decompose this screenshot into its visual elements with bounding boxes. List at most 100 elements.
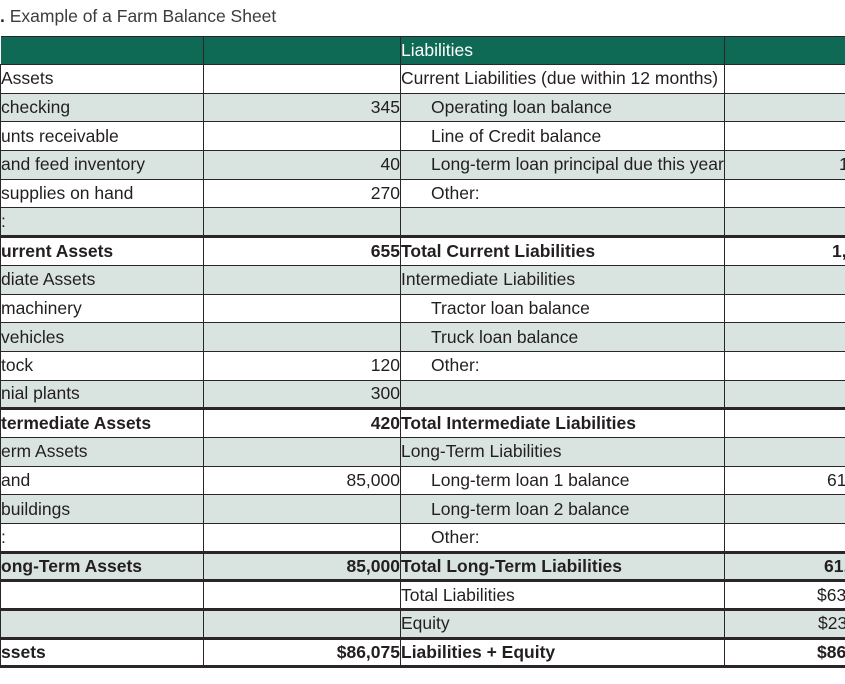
- asset-label-cell: diate Assets: [0, 264, 204, 295]
- liability-value-cell: [724, 121, 845, 152]
- asset-value-cell: 270: [203, 178, 401, 209]
- table-row: Assets Current Liabilities (due within 12…: [0, 64, 845, 94]
- asset-value-cell: 655: [203, 235, 401, 266]
- liability-label-cell: Truck loan balance: [400, 322, 725, 352]
- table-row: checking 345 Operating loan balance: [0, 92, 845, 123]
- liability-value-cell: 61,: [724, 550, 845, 582]
- liability-value-cell: [724, 379, 845, 410]
- liability-label-cell: Tractor loan balance: [400, 293, 725, 324]
- table-row: Total Liabilities $63: [0, 579, 845, 611]
- table-title-prefix: .: [0, 6, 5, 26]
- liability-label-cell: Other:: [400, 178, 725, 209]
- liability-value-cell: [724, 523, 845, 553]
- table-row: Equity $23: [0, 608, 845, 639]
- asset-label-cell: Assets: [0, 64, 204, 94]
- asset-label-cell: tock: [0, 350, 204, 381]
- liability-label-cell: Other:: [400, 350, 725, 381]
- liability-value-cell: [724, 436, 845, 467]
- liability-label-cell: Long-term loan principal due this year: [400, 150, 725, 180]
- asset-label-cell: buildings: [0, 494, 204, 524]
- table-row: and feed inventory 40 Long-term loan princ…: [0, 150, 845, 180]
- liability-label-cell: Current Liabilities (due within 12 month…: [400, 64, 725, 94]
- asset-value-cell: [203, 608, 401, 639]
- asset-value-cell: [203, 207, 401, 238]
- liability-label-cell: Equity: [400, 608, 725, 639]
- asset-value-cell: [203, 436, 401, 467]
- asset-value-cell: 420: [203, 407, 401, 438]
- asset-label-cell: nial plants: [0, 379, 204, 410]
- table-title: . Example of a Farm Balance Sheet: [0, 5, 276, 27]
- liabilities-value-header-cell: [724, 36, 845, 65]
- asset-value-cell: 40: [203, 150, 401, 180]
- liability-label-cell: Other:: [400, 523, 725, 553]
- liability-label-cell: Long-Term Liabilities: [400, 436, 725, 467]
- asset-label-cell: supplies on hand: [0, 178, 204, 209]
- asset-value-cell: [203, 523, 401, 553]
- asset-label-cell: checking: [0, 92, 204, 123]
- table-row: unts receivable Line of Credit balance: [0, 121, 845, 152]
- table-row: and 85,000 Long-term loan 1 balance 61: [0, 465, 845, 496]
- asset-label-cell: ssets: [0, 636, 204, 669]
- asset-value-cell: 85,000: [203, 465, 401, 496]
- liabilities-header-cell: Liabilities: [400, 36, 725, 65]
- asset-value-cell: [203, 121, 401, 152]
- liability-value-cell: [724, 264, 845, 295]
- liability-label-cell: [400, 207, 725, 238]
- table-row: buildings Long-term loan 2 balance: [0, 494, 845, 524]
- table-row: erm Assets Long-Term Liabilities: [0, 436, 845, 467]
- liability-label-cell: Total Long-Term Liabilities: [400, 550, 725, 582]
- liability-value-cell: [724, 64, 845, 94]
- asset-label-cell: machinery: [0, 293, 204, 324]
- liability-value-cell: [724, 207, 845, 238]
- liability-value-cell: [724, 178, 845, 209]
- liability-value-cell: [724, 92, 845, 123]
- asset-label-cell: termediate Assets: [0, 407, 204, 438]
- liability-value-cell: [724, 322, 845, 352]
- table-row: machinery Tractor loan balance: [0, 293, 845, 324]
- table-row: ong-Term Assets 85,000 Total Long-Term Lia…: [0, 550, 845, 582]
- balance-sheet-table: Liabilities Assets Current Liabilities (d…: [0, 36, 845, 669]
- liability-label-cell: Total Intermediate Liabilities: [400, 407, 725, 438]
- asset-value-cell: 300: [203, 379, 401, 410]
- table-row: supplies on hand 270 Other:: [0, 178, 845, 209]
- asset-value-cell: 120: [203, 350, 401, 381]
- liability-label-cell: Total Current Liabilities: [400, 235, 725, 266]
- assets-value-header-cell: [203, 36, 401, 65]
- asset-value-cell: [203, 293, 401, 324]
- header-row: Liabilities: [0, 36, 845, 65]
- asset-label-cell: [0, 579, 204, 611]
- asset-value-cell: [203, 579, 401, 611]
- liability-label-cell: Line of Credit balance: [400, 121, 725, 152]
- liability-value-cell: 61: [724, 465, 845, 496]
- table-row: termediate Assets 420 Total Intermediate L…: [0, 407, 845, 438]
- liability-value-cell: [724, 350, 845, 381]
- assets-header-cell: [0, 36, 204, 65]
- asset-label-cell: :: [0, 207, 204, 238]
- liability-value-cell: $86: [724, 636, 845, 669]
- asset-label-cell: and feed inventory: [0, 150, 204, 180]
- table-row: vehicles Truck loan balance: [0, 322, 845, 352]
- asset-label-cell: [0, 608, 204, 639]
- liability-value-cell: $63: [724, 579, 845, 611]
- asset-label-cell: erm Assets: [0, 436, 204, 467]
- asset-label-cell: ong-Term Assets: [0, 550, 204, 582]
- liability-label-cell: Total Liabilities: [400, 579, 725, 611]
- asset-value-cell: $86,075: [203, 636, 401, 669]
- liability-label-cell: Long-term loan 2 balance: [400, 494, 725, 524]
- table-row: nial plants 300: [0, 379, 845, 410]
- table-row: ssets $86,075 Liabilities + Equity $86: [0, 636, 845, 669]
- table-row: urrent Assets 655 Total Current Liabilitie…: [0, 235, 845, 266]
- liability-value-cell: $23: [724, 608, 845, 639]
- table-row: tock 120 Other:: [0, 350, 845, 381]
- liability-label-cell: Intermediate Liabilities: [400, 264, 725, 295]
- liability-label-cell: Operating loan balance: [400, 92, 725, 123]
- asset-value-cell: [203, 264, 401, 295]
- table-row: diate Assets Intermediate Liabilities: [0, 264, 845, 295]
- liability-value-cell: 1,: [724, 235, 845, 266]
- liability-value-cell: [724, 407, 845, 438]
- liability-value-cell: [724, 293, 845, 324]
- asset-label-cell: vehicles: [0, 322, 204, 352]
- table-row: : Other:: [0, 523, 845, 553]
- liability-label-cell: Liabilities + Equity: [400, 636, 725, 669]
